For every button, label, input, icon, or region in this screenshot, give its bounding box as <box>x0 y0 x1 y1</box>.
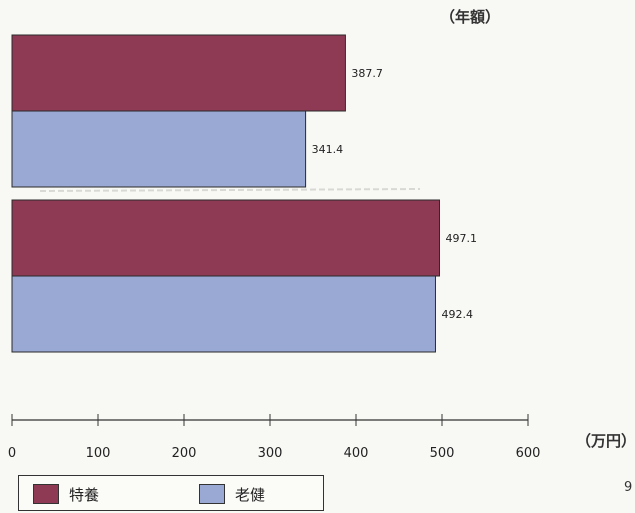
x-tick-label-400: 400 <box>344 446 369 461</box>
x-tick-label-300: 300 <box>258 446 283 461</box>
bar-group1-tokuyo <box>11 34 346 112</box>
group-separator <box>39 188 421 192</box>
legend-label-roken: 老健 <box>235 485 266 504</box>
legend: 特養 老健 <box>18 475 324 511</box>
data-label-group2-tokuyo: 497.1 <box>446 232 478 245</box>
page-number: 9 <box>624 480 633 495</box>
legend-swatch-roken <box>199 484 225 504</box>
legend-swatch-tokuyo <box>33 484 59 504</box>
legend-item-tokuyo: 特養 <box>33 483 99 505</box>
unit-label-top: （年額） <box>440 8 501 26</box>
bar-group1-roken <box>11 110 307 188</box>
data-label-group1-roken: 341.4 <box>312 143 344 156</box>
legend-item-roken: 老健 <box>199 483 265 505</box>
x-tick-label-500: 500 <box>430 446 455 461</box>
x-tick-label-0: 0 <box>8 446 16 461</box>
x-tick-label-600: 600 <box>516 446 541 461</box>
bar-group2-roken <box>11 275 436 353</box>
bar-group2-tokuyo <box>11 199 441 277</box>
data-label-group1-tokuyo: 387.7 <box>351 67 383 80</box>
x-axis-unit-label: （万円） <box>576 432 635 450</box>
data-label-group2-roken: 492.4 <box>441 308 473 321</box>
legend-label-tokuyo: 特養 <box>69 485 100 504</box>
x-tick-label-200: 200 <box>172 446 197 461</box>
x-tick-label-100: 100 <box>86 446 111 461</box>
